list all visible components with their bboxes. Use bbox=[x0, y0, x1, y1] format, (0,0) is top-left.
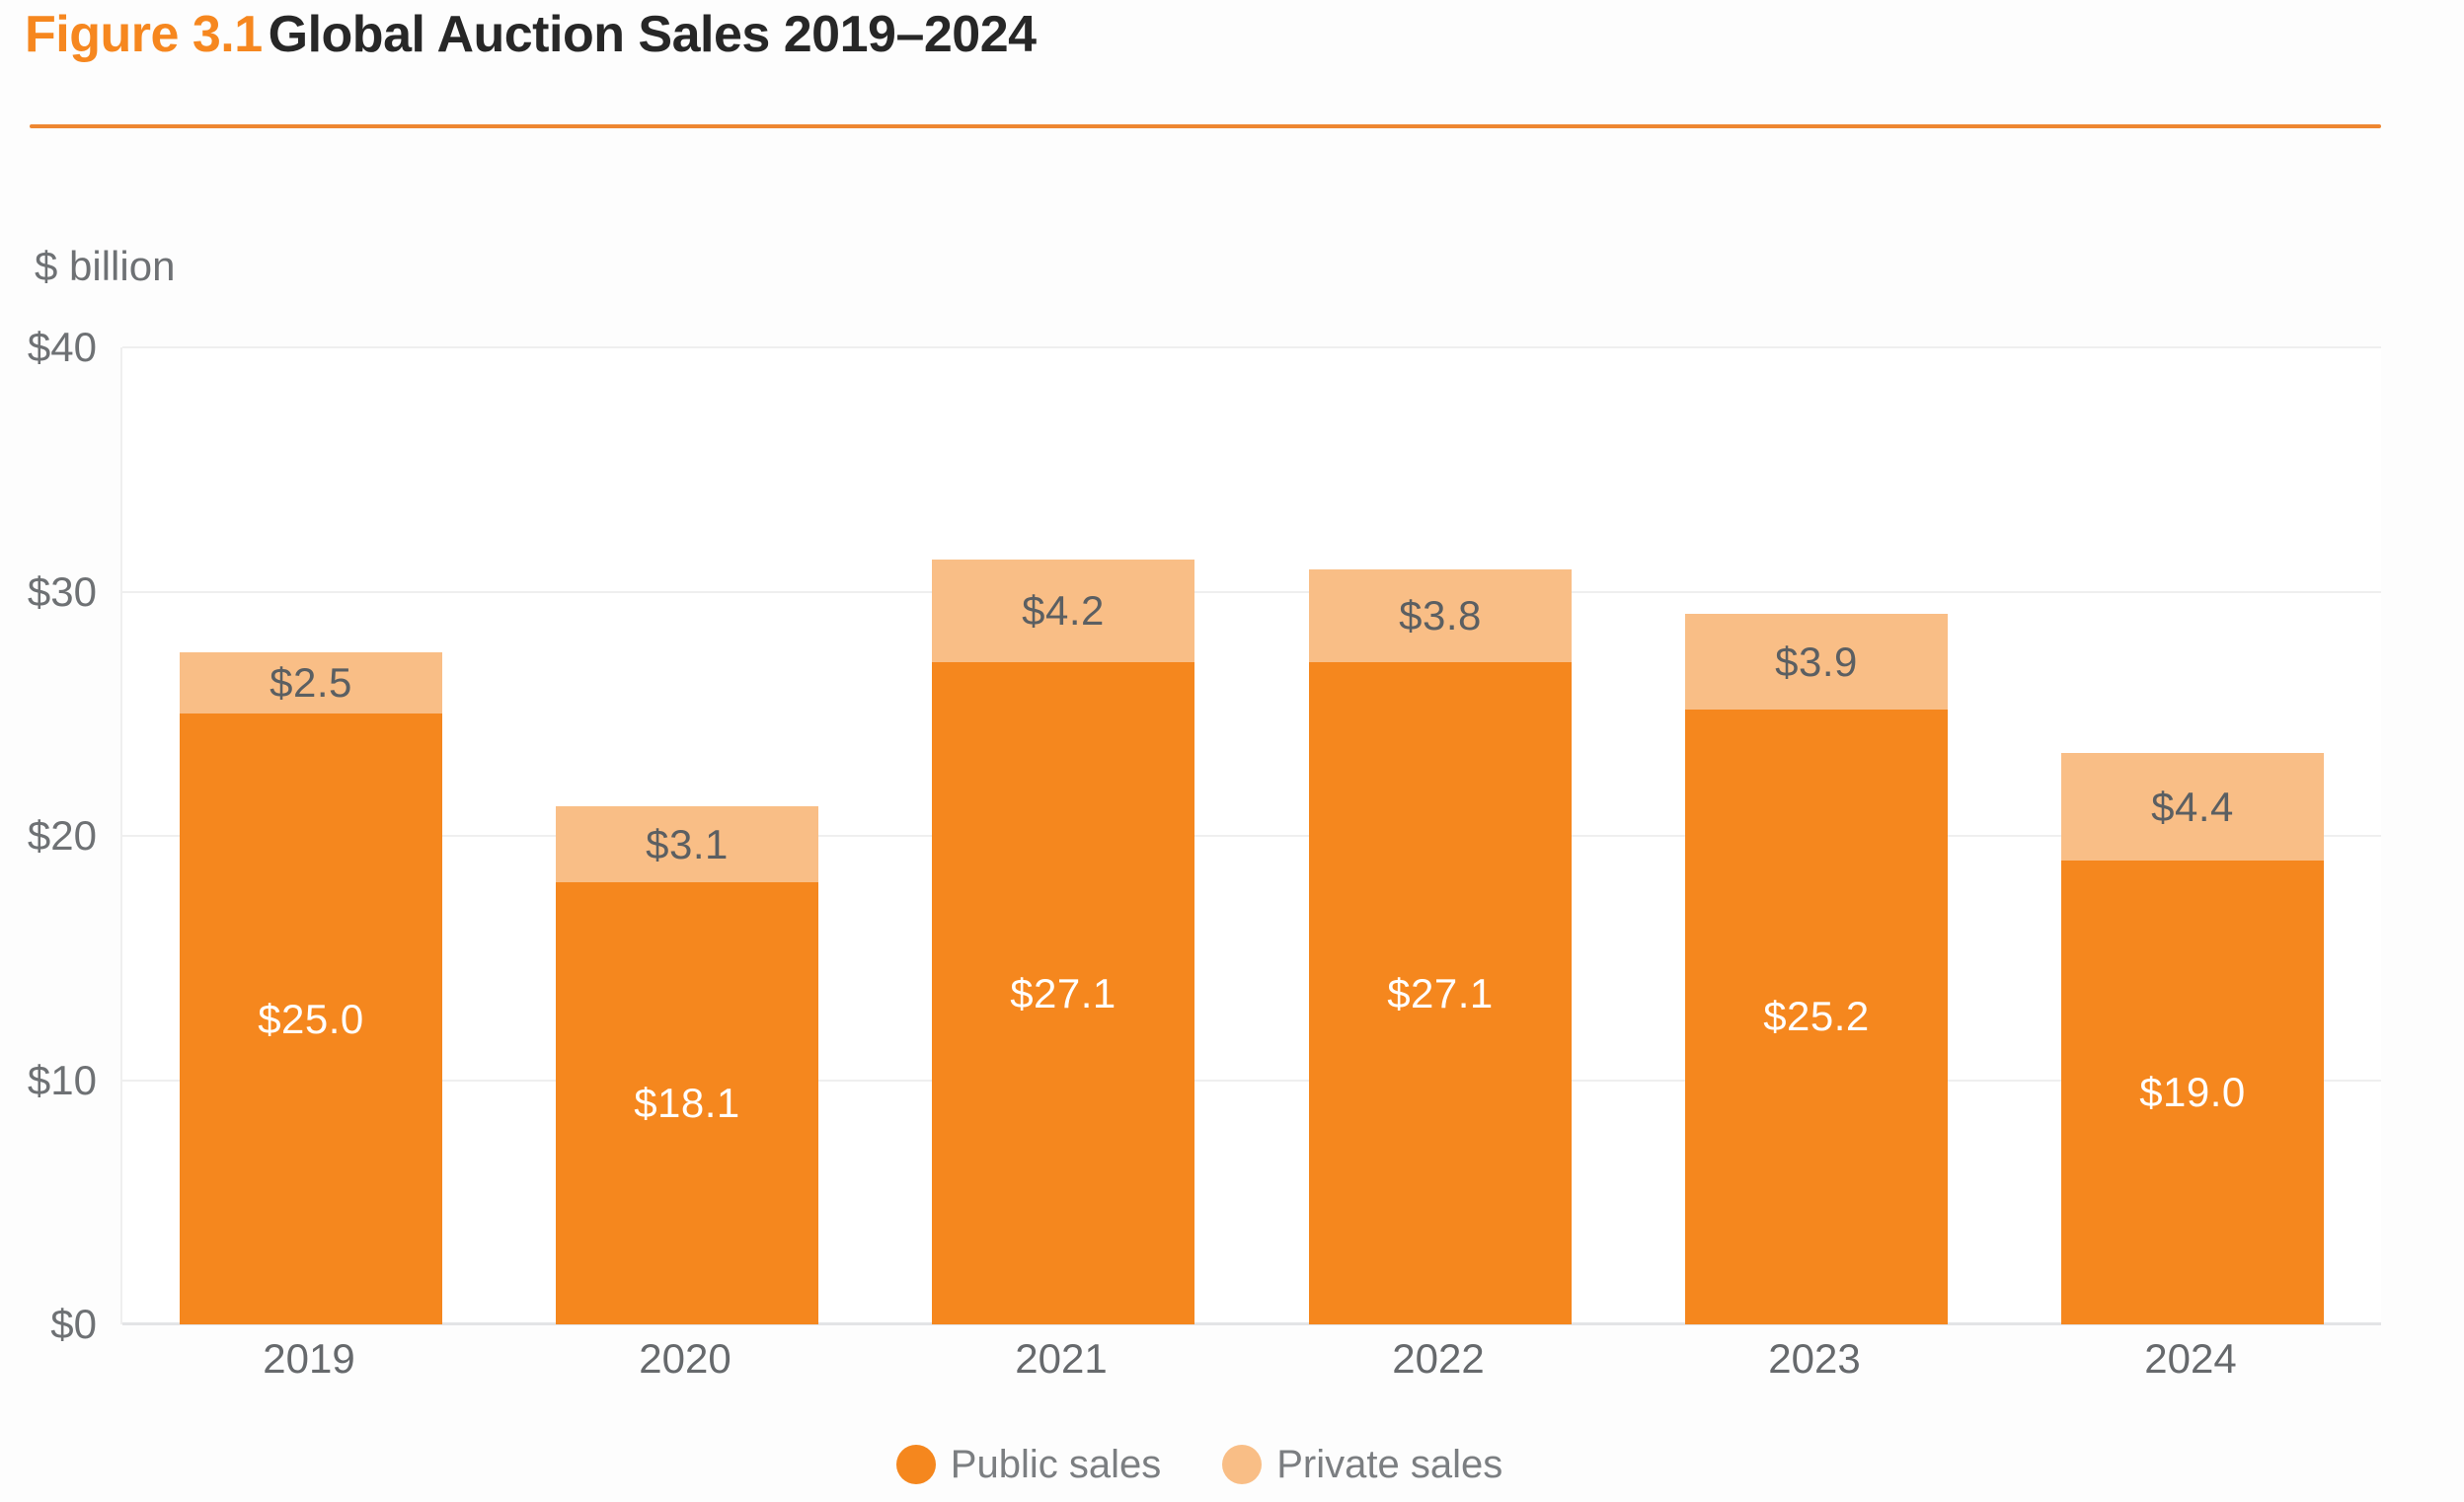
bar-2023-public-sales: $25.2 bbox=[1685, 709, 1948, 1324]
bar-value-label-2019-private-sales: $2.5 bbox=[270, 659, 352, 706]
bar-value-label-2023-public-sales: $25.2 bbox=[1763, 993, 1870, 1039]
y-tick-label-30: $30 bbox=[27, 568, 97, 615]
bar-2020-private-sales: $3.1 bbox=[556, 806, 818, 882]
y-axis-unit-label: $ billion bbox=[35, 243, 176, 289]
bar-value-label-2022-private-sales: $3.8 bbox=[1399, 592, 1482, 638]
bar-2020-public-sales: $18.1 bbox=[556, 882, 818, 1324]
legend-label-public-sales: Public sales bbox=[950, 1443, 1162, 1486]
legend-label-private-sales: Private sales bbox=[1276, 1443, 1503, 1486]
gridline-0 bbox=[122, 1322, 2381, 1325]
plot-area: $25.0 $2.5 $18.1 $3.1 $27.1 $4.2 $27.1 $3.8 $25.… bbox=[120, 346, 2381, 1325]
bar-2024-public-sales: $19.0 bbox=[2061, 861, 2324, 1324]
gridline-40 bbox=[122, 346, 2381, 348]
legend-swatch-public-sales-icon bbox=[895, 1445, 936, 1484]
bar-2021-public-sales: $27.1 bbox=[932, 662, 1194, 1324]
bar-value-label-2024-public-sales: $19.0 bbox=[2139, 1069, 2246, 1115]
figure-title-text: Global Auction Sales 2019–2024 bbox=[268, 6, 1037, 63]
chart-legend: Public sales Private sales bbox=[0, 1439, 2431, 1490]
legend-item-private-sales: Private sales bbox=[1222, 1439, 1502, 1490]
y-tick-label-10: $10 bbox=[27, 1057, 97, 1103]
legend-swatch-private-sales-icon bbox=[1222, 1445, 1263, 1484]
bar-value-label-2020-public-sales: $18.1 bbox=[634, 1080, 740, 1126]
bar-2024-private-sales: $4.4 bbox=[2061, 753, 2324, 861]
x-tick-label-2019: 2019 bbox=[263, 1335, 355, 1382]
x-tick-label-2021: 2021 bbox=[1015, 1335, 1108, 1382]
y-tick-label-0: $0 bbox=[50, 1301, 97, 1347]
bar-2019-private-sales: $2.5 bbox=[180, 652, 442, 713]
bar-2023-private-sales: $3.9 bbox=[1685, 614, 1948, 710]
bar-value-label-2020-private-sales: $3.1 bbox=[646, 820, 729, 867]
figure-number-label: Figure 3.1 bbox=[25, 6, 263, 63]
figure-title: Figure 3.1 Global Auction Sales 2019–2024 bbox=[25, 2, 1037, 67]
x-tick-label-2023: 2023 bbox=[1768, 1335, 1861, 1382]
y-tick-label-40: $40 bbox=[27, 324, 97, 370]
bar-value-label-2019-public-sales: $25.0 bbox=[258, 995, 364, 1042]
y-tick-label-20: $20 bbox=[27, 812, 97, 859]
bar-value-label-2022-public-sales: $27.1 bbox=[1387, 969, 1494, 1016]
gridline-20 bbox=[122, 835, 2381, 837]
x-tick-label-2022: 2022 bbox=[1392, 1335, 1485, 1382]
bar-value-label-2021-public-sales: $27.1 bbox=[1010, 969, 1116, 1016]
legend-item-public-sales: Public sales bbox=[895, 1439, 1162, 1490]
bar-2019-public-sales: $25.0 bbox=[180, 713, 442, 1324]
gridline-30 bbox=[122, 591, 2381, 593]
title-divider-rule bbox=[30, 124, 2381, 128]
bar-value-label-2021-private-sales: $4.2 bbox=[1022, 587, 1105, 634]
gridline-10 bbox=[122, 1080, 2381, 1082]
x-tick-label-2024: 2024 bbox=[2144, 1335, 2237, 1382]
bar-2022-public-sales: $27.1 bbox=[1309, 662, 1572, 1324]
bar-2021-private-sales: $4.2 bbox=[932, 560, 1194, 662]
bar-2022-private-sales: $3.8 bbox=[1309, 569, 1572, 662]
bar-value-label-2024-private-sales: $4.4 bbox=[2151, 783, 2234, 830]
bar-value-label-2023-private-sales: $3.9 bbox=[1775, 638, 1858, 685]
x-tick-label-2020: 2020 bbox=[639, 1335, 732, 1382]
